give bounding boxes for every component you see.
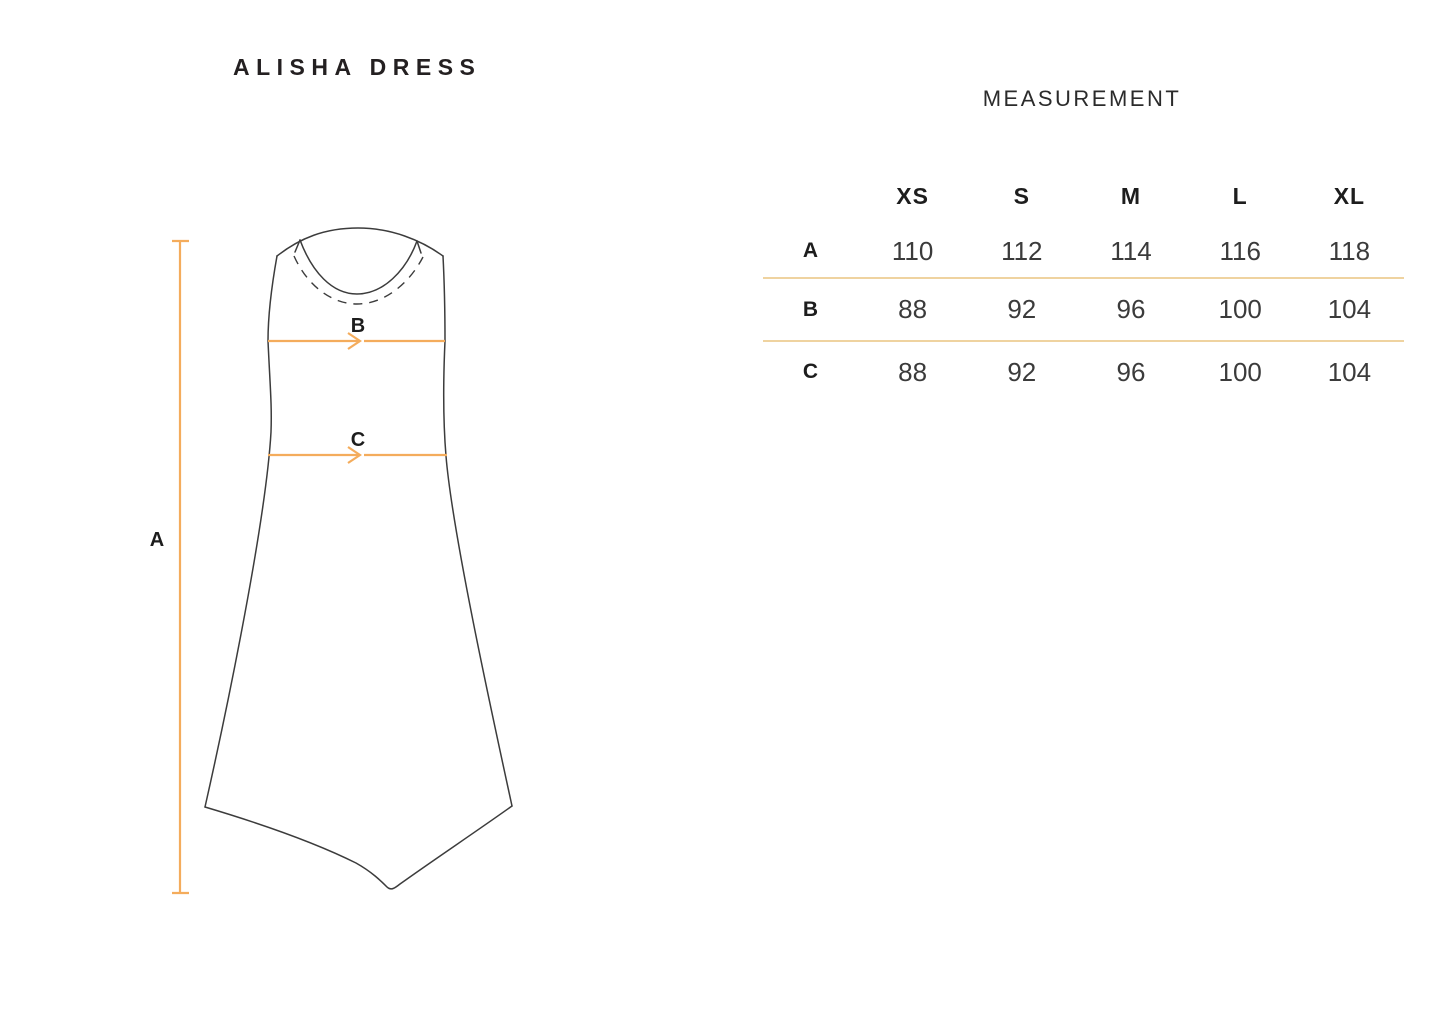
value-c-xs: 88 xyxy=(898,356,928,387)
value-a-l: 116 xyxy=(1219,235,1261,266)
size-header-s: S xyxy=(1013,183,1030,209)
value-b-l: 100 xyxy=(1218,294,1262,324)
dress-outline xyxy=(204,227,513,890)
size-header-m: M xyxy=(1120,183,1142,209)
value-b-s: 92 xyxy=(1007,294,1037,324)
size-header-xs: XS xyxy=(896,183,929,209)
value-c-m: 96 xyxy=(1116,356,1146,387)
neckline-stitch-dashed-line xyxy=(293,255,424,305)
measurement-guides: A B C xyxy=(150,239,447,895)
bust-measure-line xyxy=(268,332,445,350)
value-c-xl: 104 xyxy=(1327,356,1372,387)
value-a-xs: 110 xyxy=(891,235,934,266)
value-b-xs: 88 xyxy=(898,294,928,324)
value-a-m: 114 xyxy=(1110,235,1152,266)
value-a-xl: 118 xyxy=(1328,235,1371,266)
table-row-b: B 88 92 96 100 104 xyxy=(763,279,1404,342)
page-title: ALISHA DRESS xyxy=(233,54,482,80)
value-a-s: 112 xyxy=(1001,235,1043,266)
size-header-xl: XL xyxy=(1333,183,1366,209)
table-row-a: A 110 112 114 116 118 xyxy=(763,225,1404,279)
length-measure-line xyxy=(172,239,189,895)
hip-measure-label: C xyxy=(351,429,365,451)
value-b-m: 96 xyxy=(1116,294,1146,324)
length-measure-label: A xyxy=(150,529,164,551)
row-label-a: A xyxy=(802,239,819,262)
value-c-s: 92 xyxy=(1007,356,1037,387)
measurement-table-title: MEASUREMENT xyxy=(982,86,1182,111)
row-label-c: C xyxy=(802,360,819,383)
value-b-xl: 104 xyxy=(1327,294,1372,324)
bust-measure-label: B xyxy=(351,315,365,337)
size-header-l: L xyxy=(1232,183,1248,209)
row-label-b: B xyxy=(802,297,819,321)
size-table: XS S M L XL A 110 112 114 116 118 B 88 9… xyxy=(763,168,1404,402)
value-c-l: 100 xyxy=(1218,356,1262,387)
size-table-header-row: XS S M L XL xyxy=(763,168,1404,225)
dress-diagram: A B C xyxy=(150,227,513,895)
table-row-c: C 88 92 96 100 104 xyxy=(763,342,1404,402)
hip-measure-line xyxy=(268,446,447,464)
